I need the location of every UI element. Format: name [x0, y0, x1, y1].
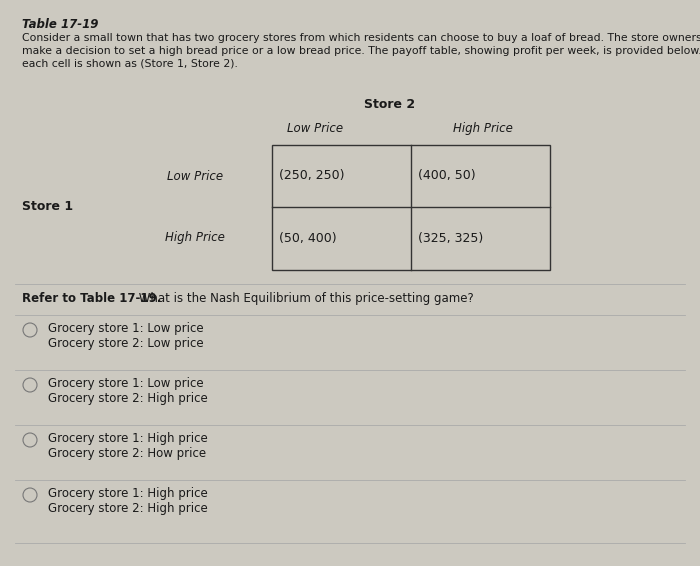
Text: High Price: High Price	[165, 231, 225, 245]
Text: Store 2: Store 2	[365, 98, 416, 111]
Text: Refer to Table 17-19.: Refer to Table 17-19.	[22, 292, 162, 305]
Text: High Price: High Price	[453, 122, 513, 135]
Text: What is the Nash Equilibrium of this price-setting game?: What is the Nash Equilibrium of this pri…	[135, 292, 474, 305]
Text: each cell is shown as (Store 1, Store 2).: each cell is shown as (Store 1, Store 2)…	[22, 59, 238, 69]
Text: Low Price: Low Price	[167, 169, 223, 182]
Text: Grocery store 1: Low price: Grocery store 1: Low price	[48, 322, 204, 335]
Text: (400, 50): (400, 50)	[418, 169, 475, 182]
Text: Grocery store 2: How price: Grocery store 2: How price	[48, 447, 206, 460]
Text: Grocery store 1: High price: Grocery store 1: High price	[48, 432, 208, 445]
Text: make a decision to set a high bread price or a low bread price. The payoff table: make a decision to set a high bread pric…	[22, 46, 700, 56]
Text: Grocery store 1: High price: Grocery store 1: High price	[48, 487, 208, 500]
Text: Table 17-19: Table 17-19	[22, 18, 99, 31]
Text: (50, 400): (50, 400)	[279, 232, 337, 245]
Bar	[272, 145, 550, 270]
Text: Store 1: Store 1	[22, 200, 73, 213]
Text: Grocery store 2: High price: Grocery store 2: High price	[48, 392, 208, 405]
Text: (250, 250): (250, 250)	[279, 169, 344, 182]
Text: Low Price: Low Price	[287, 122, 343, 135]
Text: Grocery store 2: Low price: Grocery store 2: Low price	[48, 337, 204, 350]
Text: (325, 325): (325, 325)	[418, 232, 483, 245]
Text: Grocery store 2: High price: Grocery store 2: High price	[48, 502, 208, 515]
Text: Grocery store 1: Low price: Grocery store 1: Low price	[48, 377, 204, 390]
Text: Consider a small town that has two grocery stores from which residents can choos: Consider a small town that has two groce…	[22, 33, 700, 43]
